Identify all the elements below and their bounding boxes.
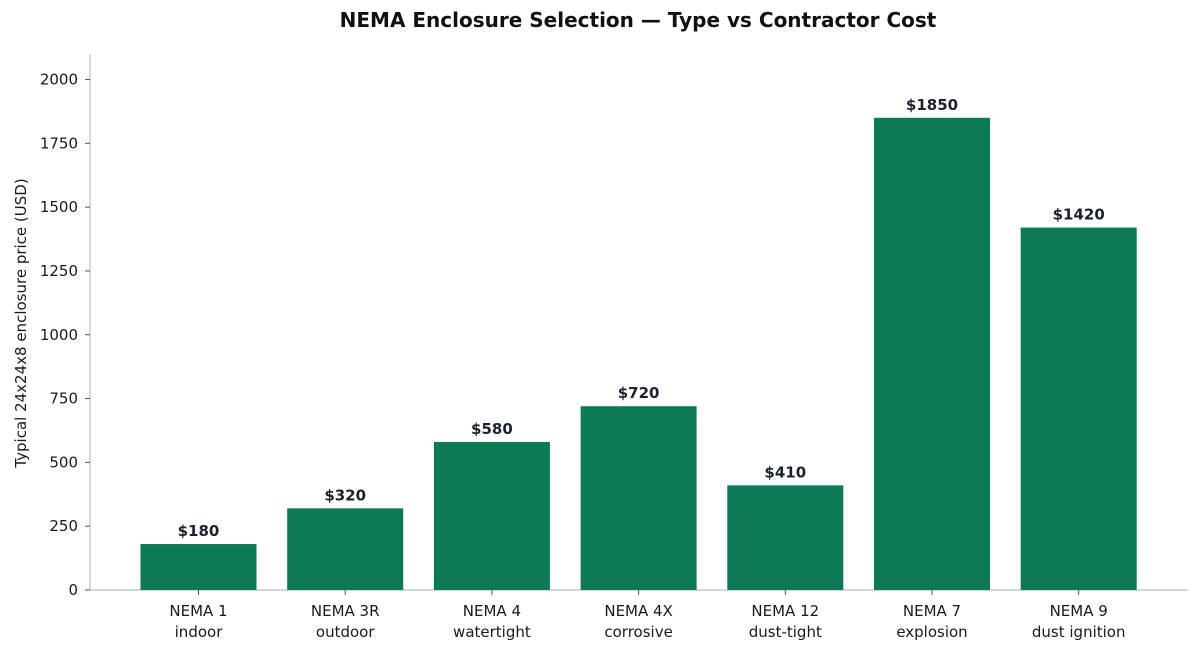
y-tick-label: 1750: [40, 134, 78, 152]
bar-value-label: $410: [764, 463, 806, 481]
x-tick-label: NEMA 7: [903, 602, 961, 620]
bar-value-label: $320: [324, 486, 366, 504]
bar-value-label: $720: [618, 384, 660, 402]
y-tick-label: 250: [49, 517, 78, 535]
y-tick-label: 1250: [40, 262, 78, 280]
bar-value-label: $1850: [906, 96, 958, 114]
bar-value-label: $180: [178, 522, 220, 540]
bar: [580, 406, 697, 590]
y-tick-label: 500: [49, 453, 78, 471]
y-tick-label: 1500: [40, 198, 78, 216]
x-tick-label: watertight: [453, 623, 531, 641]
bar: [433, 441, 550, 590]
x-tick-label: dust-tight: [749, 623, 822, 641]
chart-title: NEMA Enclosure Selection — Type vs Contr…: [340, 8, 937, 32]
x-tick-label: explosion: [896, 623, 967, 641]
bar: [1020, 227, 1137, 591]
y-axis-label: Typical 24x24x8 enclosure price (USD): [12, 178, 30, 468]
bar: [140, 544, 257, 590]
y-tick-label: 750: [49, 390, 78, 408]
x-tick-label: outdoor: [316, 623, 375, 641]
bar: [874, 117, 990, 591]
y-axis-ticks: 0 250 500 750 1000 1250 1500 1750 2000: [40, 71, 90, 599]
y-tick-label: 2000: [40, 71, 78, 89]
x-tick-label: NEMA 12: [751, 602, 819, 620]
x-tick-label: indoor: [175, 623, 224, 641]
x-tick-label: NEMA 4X: [604, 602, 673, 620]
bar: [727, 485, 844, 590]
y-tick-label: 0: [68, 581, 78, 599]
x-tick-label: corrosive: [604, 623, 672, 641]
x-axis-ticks: NEMA 1 indoor NEMA 3R outdoor NEMA 4 watertig…: [169, 590, 1125, 641]
y-tick-label: 1000: [40, 326, 78, 344]
bars-group: $180 $320 $580 $720 $410 $1850 $1420: [140, 96, 1137, 591]
bar-value-label: $1420: [1053, 206, 1105, 224]
x-tick-label: NEMA 3R: [311, 602, 380, 620]
x-tick-label: NEMA 9: [1050, 602, 1108, 620]
bar: [287, 508, 404, 590]
x-tick-label: dust ignition: [1032, 623, 1126, 641]
x-tick-label: NEMA 4: [463, 602, 521, 620]
bar-value-label: $580: [471, 420, 513, 438]
x-tick-label: NEMA 1: [169, 602, 227, 620]
